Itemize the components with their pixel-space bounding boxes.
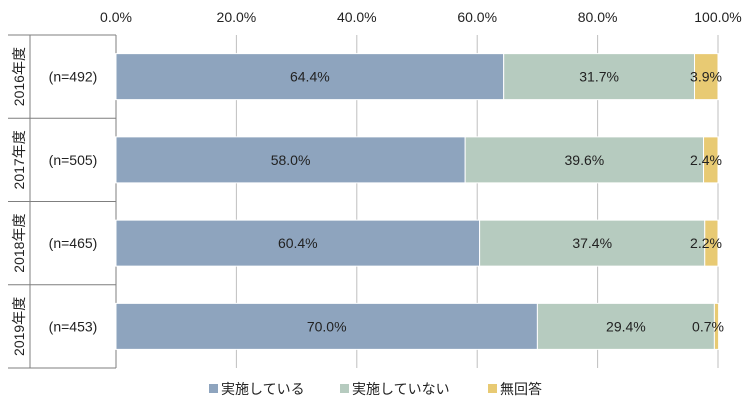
bar-segment bbox=[503, 53, 696, 101]
data-label: 29.4% bbox=[606, 318, 646, 334]
data-label: 58.0% bbox=[271, 152, 311, 168]
x-axis-ticks: 0.0% 20.0% 40.0% 60.0% 80.0% 100.0% bbox=[100, 9, 742, 25]
bar-segment bbox=[536, 302, 715, 350]
row-n-label: (n=505) bbox=[49, 152, 98, 168]
data-label: 2.4% bbox=[690, 152, 722, 168]
x-tick-label: 80.0% bbox=[578, 9, 618, 25]
row-n-label: (n=453) bbox=[49, 318, 98, 334]
category-label-table: 2016年度 (n=492) 2017年度 (n=505) 2018年度 (n=465) 2… bbox=[8, 34, 117, 369]
data-label: 31.7% bbox=[579, 69, 619, 85]
x-tick-label: 20.0% bbox=[217, 9, 257, 25]
data-label: 2.2% bbox=[690, 235, 722, 251]
data-label: 60.4% bbox=[278, 235, 318, 251]
bar-segment bbox=[713, 302, 720, 350]
data-label: 0.7% bbox=[692, 318, 724, 334]
data-label: 64.4% bbox=[290, 69, 330, 85]
x-tick-label: 40.0% bbox=[337, 9, 377, 25]
bar-segment bbox=[704, 219, 719, 267]
row-year-label: 2016年度 bbox=[11, 47, 27, 106]
legend-swatch bbox=[488, 384, 497, 393]
data-label: 3.9% bbox=[690, 69, 722, 85]
legend-swatch bbox=[340, 384, 349, 393]
bar-segment bbox=[115, 53, 505, 101]
row-year-label: 2019年度 bbox=[11, 297, 27, 356]
row-n-label: (n=465) bbox=[49, 235, 98, 251]
row-year-label: 2018年度 bbox=[11, 214, 27, 273]
bar-segment bbox=[464, 136, 705, 184]
legend-label: 無回答 bbox=[500, 381, 542, 397]
x-tick-label: 0.0% bbox=[100, 9, 132, 25]
bars: 64.4% 31.7% 3.9% 58.0% 39.6% 2.4% 60.4% 37.4% 2.… bbox=[115, 53, 724, 350]
legend-label: 実施していない bbox=[352, 381, 450, 397]
data-label: 70.0% bbox=[307, 318, 347, 334]
x-tick-label: 60.0% bbox=[457, 9, 497, 25]
row-n-label: (n=492) bbox=[49, 69, 98, 85]
bar-segment bbox=[479, 219, 706, 267]
legend: 実施している 実施していない 無回答 bbox=[209, 381, 542, 397]
data-label: 37.4% bbox=[572, 235, 612, 251]
x-tick-label: 100.0% bbox=[694, 9, 741, 25]
row-year-label: 2017年度 bbox=[11, 130, 27, 189]
bar-segment bbox=[703, 136, 719, 184]
data-label: 39.6% bbox=[565, 152, 605, 168]
legend-label: 実施している bbox=[221, 381, 305, 397]
legend-swatch bbox=[209, 384, 218, 393]
bar-segment bbox=[115, 136, 466, 184]
bar-segment bbox=[694, 53, 719, 101]
